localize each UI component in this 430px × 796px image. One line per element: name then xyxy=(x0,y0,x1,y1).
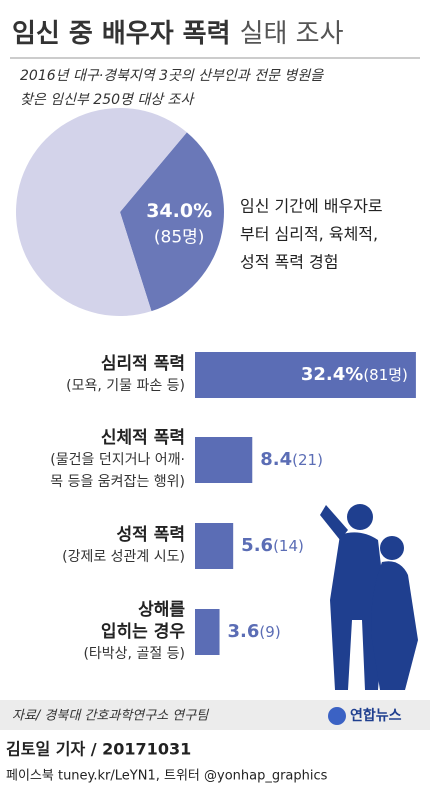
pie-annotation: 성적 폭력 경험 xyxy=(240,253,339,272)
value: 5.6 xyxy=(241,535,273,556)
value-label: 8.4(21) xyxy=(260,449,323,470)
category-sublabel: (타박상, 골절 등) xyxy=(83,646,185,662)
silhouette xyxy=(320,504,418,690)
value-label: 5.6(14) xyxy=(241,535,304,556)
category-label: 신체적 폭력 xyxy=(101,428,185,448)
source: 자료/ 경북대 간호과학연구소 연구팀 xyxy=(12,709,209,724)
pie-slice xyxy=(16,107,187,316)
category-sublabel: (모욕, 기물 파손 등) xyxy=(66,378,185,394)
value-label: 3.6(9) xyxy=(228,621,281,642)
category-sublabel: 목 등을 움켜잡는 행위) xyxy=(50,474,185,490)
pie-annotation: 부터 심리적, 육체적, xyxy=(240,225,378,244)
category-sublabel: (물건을 던지거나 어깨· xyxy=(50,452,185,468)
category-sublabel: (강제로 성관계 시도) xyxy=(62,549,185,565)
category-label: 입히는 경우 xyxy=(101,622,185,642)
pie-slice xyxy=(120,132,225,312)
title: 임신 중 배우자 폭력 실태 조사 xyxy=(12,19,344,49)
category-label: 상해를 xyxy=(138,600,185,620)
count: (81명) xyxy=(363,366,408,384)
slice-count: (85명) xyxy=(154,228,205,248)
pie-annotation: 임신 기간에 배우자로 xyxy=(240,197,383,216)
value-label: 32.4%(81명) xyxy=(301,364,408,385)
value: 8.4 xyxy=(260,449,292,470)
bar xyxy=(195,609,220,655)
category-label: 성적 폭력 xyxy=(117,525,185,545)
source-band xyxy=(0,700,430,730)
count: (21) xyxy=(292,451,323,469)
bar xyxy=(195,523,234,569)
social: 페이스북 tuney.kr/LeYN1, 트위터 @yonhap_graphic… xyxy=(6,769,328,784)
count: (14) xyxy=(273,537,304,555)
byline: 김토일 기자 / 20171031 xyxy=(6,740,191,759)
title-light: 실태 조사 xyxy=(240,19,344,49)
slice-label: 34.0% xyxy=(146,200,212,222)
value: 32.4% xyxy=(301,364,363,385)
title-bold: 임신 중 배우자 폭력 xyxy=(12,19,231,49)
logo-mark xyxy=(328,707,346,725)
subtitle: 찾은 임신부 250명 대상 조사 xyxy=(20,92,195,108)
bar xyxy=(195,352,416,398)
category-label: 심리적 폭력 xyxy=(101,354,185,374)
subtitle: 2016년 대구·경북지역 3곳의 산부인과 전문 병원을 xyxy=(20,68,324,84)
logo: 연합뉴스 xyxy=(350,707,402,724)
bar xyxy=(195,437,253,483)
value: 3.6 xyxy=(228,621,260,642)
count: (9) xyxy=(259,623,280,641)
